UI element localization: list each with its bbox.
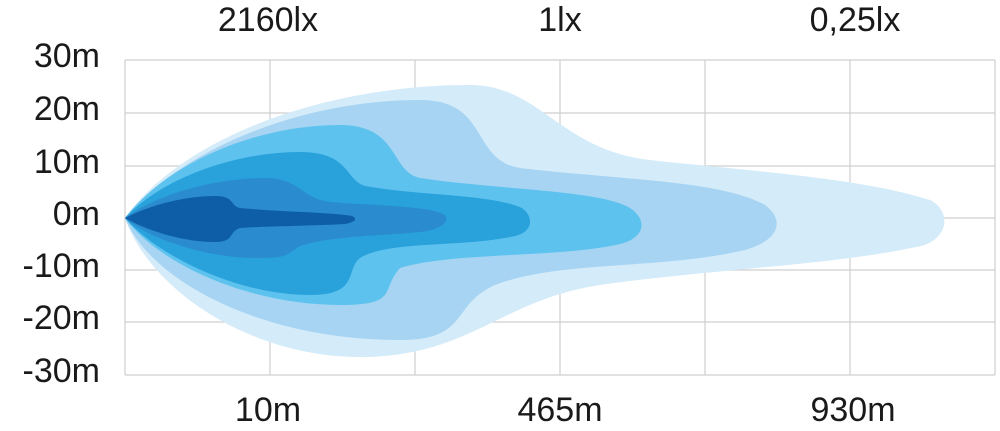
lux-label: 0,25lx xyxy=(810,1,901,39)
distance-label: 465m xyxy=(517,391,602,429)
y-tick-label: -20m xyxy=(23,299,100,337)
top-labels: 2160lx 1lx 0,25lx xyxy=(218,1,900,39)
distance-label: 930m xyxy=(810,391,895,429)
y-tick-label: 10m xyxy=(34,143,100,181)
beam xyxy=(125,85,945,357)
y-tick-label: -30m xyxy=(23,352,100,390)
y-tick-label: -10m xyxy=(23,247,100,285)
y-tick-label: 30m xyxy=(34,37,100,75)
bottom-labels: 10m 465m 930m xyxy=(235,391,896,429)
y-tick-label: 20m xyxy=(34,90,100,128)
zone-6 xyxy=(125,196,356,242)
lux-label: 2160lx xyxy=(218,1,318,39)
y-tick-label: 0m xyxy=(53,195,100,233)
lux-label: 1lx xyxy=(538,1,581,39)
y-axis: 30m 20m 10m 0m -10m -20m -30m xyxy=(23,37,100,390)
distance-label: 10m xyxy=(235,391,301,429)
